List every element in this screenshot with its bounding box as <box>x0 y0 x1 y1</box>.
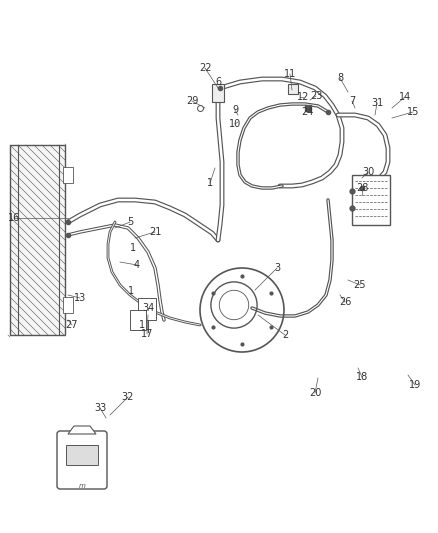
Text: 12: 12 <box>297 92 309 102</box>
Bar <box>212 84 224 102</box>
Text: 16: 16 <box>8 213 20 223</box>
Text: 1: 1 <box>139 320 145 330</box>
Text: 13: 13 <box>74 293 86 303</box>
Bar <box>352 175 390 225</box>
Text: 31: 31 <box>371 98 383 108</box>
Text: 1: 1 <box>130 243 136 253</box>
Bar <box>138 298 156 320</box>
Text: 22: 22 <box>199 63 211 73</box>
Text: 7: 7 <box>349 96 355 106</box>
Text: 19: 19 <box>409 380 421 390</box>
Text: 9: 9 <box>232 105 238 115</box>
Text: 4: 4 <box>134 260 140 270</box>
Text: 10: 10 <box>229 119 241 129</box>
Text: 17: 17 <box>141 329 153 339</box>
Bar <box>63 297 73 313</box>
Text: 8: 8 <box>337 73 343 83</box>
Text: 30: 30 <box>362 167 374 177</box>
Text: 26: 26 <box>339 297 351 307</box>
Polygon shape <box>68 426 96 434</box>
Text: 2: 2 <box>282 330 288 340</box>
Bar <box>288 84 298 94</box>
Text: 34: 34 <box>142 303 154 313</box>
Bar <box>130 310 146 330</box>
Text: 20: 20 <box>309 388 321 398</box>
Text: m: m <box>78 483 85 489</box>
Text: 1: 1 <box>128 286 134 296</box>
Text: 14: 14 <box>399 92 411 102</box>
Text: 3: 3 <box>274 263 280 273</box>
Text: 5: 5 <box>127 217 133 227</box>
Text: 23: 23 <box>310 91 322 101</box>
Bar <box>66 445 98 465</box>
Text: 29: 29 <box>186 96 198 106</box>
Text: 11: 11 <box>284 69 296 79</box>
Text: 18: 18 <box>356 372 368 382</box>
Text: 21: 21 <box>149 227 161 237</box>
Bar <box>10 145 65 335</box>
Text: 27: 27 <box>66 320 78 330</box>
Text: 28: 28 <box>356 183 368 193</box>
Text: 15: 15 <box>407 107 419 117</box>
Text: 24: 24 <box>301 107 313 117</box>
Text: 32: 32 <box>122 392 134 402</box>
Bar <box>63 167 73 183</box>
Text: 33: 33 <box>94 403 106 413</box>
Text: 25: 25 <box>354 280 366 290</box>
FancyBboxPatch shape <box>57 431 107 489</box>
Text: 6: 6 <box>215 77 221 87</box>
Text: 1: 1 <box>207 178 213 188</box>
